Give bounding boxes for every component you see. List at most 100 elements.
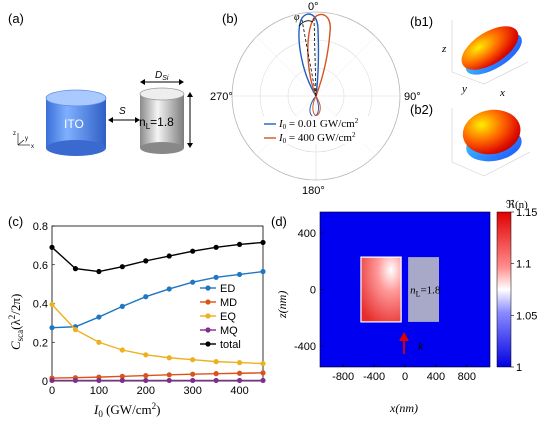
nl-cylinder: nL=1.8 (139, 87, 185, 154)
series-point-MQ (143, 377, 149, 384)
diameter-label: DSi (155, 70, 169, 82)
series-point-MQ (49, 377, 55, 384)
series-point-EQ (166, 355, 172, 361)
legend-marker-total (205, 341, 211, 347)
k-label: k (418, 339, 424, 353)
series-point-EQ (49, 301, 55, 308)
series-point-total (190, 248, 196, 254)
chart-c-ylabel: Csca(λ2/2π) (7, 294, 25, 350)
gap-arrow: S (108, 106, 140, 123)
series-point-total (260, 239, 266, 246)
legend-marker-MQ (205, 327, 211, 333)
height-arrow (187, 92, 193, 148)
colorbar-tick-label: 1.05 (516, 310, 537, 322)
ito-cylinder-bottom (46, 140, 106, 156)
gap-label: S (119, 106, 126, 117)
panel-b: (b) 0° 90° 180° 270° φ I0 = (210, 1, 421, 197)
map-xtick-label: 800 (458, 371, 476, 383)
nl-cylinder-bottom (140, 142, 184, 154)
triad-x: x (31, 144, 34, 150)
series-point-MD (166, 372, 172, 378)
b1-axis-x: x (499, 87, 505, 99)
b1-box (451, 20, 529, 85)
legend-marker-MD (205, 299, 211, 305)
series-point-MQ (236, 377, 243, 384)
nl-label: nL=1.8 (139, 115, 174, 131)
series-line-MD (51, 372, 264, 379)
series-point-ED (166, 286, 172, 292)
map-xtick-label: -800 (332, 371, 354, 383)
series-point-total (166, 253, 172, 259)
series-line-EQ (51, 303, 264, 365)
panel-c-label: (c) (8, 214, 23, 229)
series-point-EQ (119, 347, 125, 353)
series-point-MQ (119, 377, 125, 384)
colorbar-ticks: 1.15 1.1 1.05 1 (511, 207, 537, 374)
legend-item-low: I0 = 0.01 GW/cm2 (278, 117, 359, 131)
panel-a-label: (a) (8, 11, 24, 26)
series-point-ED (119, 303, 125, 310)
axes-triad-a: z y x (13, 131, 34, 150)
triad-z: z (13, 131, 16, 137)
series-point-MQ (166, 377, 172, 384)
polar-legend: I0 = 0.01 GW/cm2 I0 = 400 GW/cm2 (262, 116, 378, 145)
triad-y: y (25, 136, 28, 142)
series-point-EQ (213, 359, 219, 365)
chart-c-ytick-label: 0.2 (33, 337, 48, 349)
panel-d-label: (d) (271, 214, 287, 229)
colorbar (496, 211, 512, 368)
series-point-ED (49, 325, 55, 331)
map-xtick-label: 400 (427, 371, 445, 383)
series-point-MQ (213, 377, 219, 384)
legend-label-MQ: MQ (220, 325, 238, 337)
series-point-EQ (72, 327, 79, 333)
b1-axis-z: z (441, 43, 447, 55)
angle-0: 0° (308, 1, 319, 13)
series-point-ED (260, 268, 266, 275)
legend-item-high: I0 = 400 GW/cm2 (278, 131, 356, 145)
b1-axis-y: y (461, 83, 467, 95)
series-point-total (143, 258, 149, 264)
angle-90: 90° (404, 91, 421, 103)
lobe-low-intensity (298, 13, 320, 99)
lobe-high-intensity (307, 13, 331, 98)
series-point-EQ (190, 357, 196, 363)
series-point-EQ (236, 359, 243, 366)
diameter-arrow: DSi (140, 70, 184, 85)
field-map-ylabel: z(nm) (275, 291, 289, 319)
series-point-MD (236, 370, 243, 376)
series-point-total (49, 244, 55, 250)
series-point-total (96, 268, 102, 275)
legend-marker-ED (205, 285, 211, 291)
chart-c-ticks: 0 100 200 300 400 0 0.2 0.4 0.6 0.8 (33, 221, 249, 397)
phi-label: φ (294, 12, 300, 23)
series-point-total (213, 244, 219, 250)
series-point-MQ (72, 377, 79, 384)
panel-b2-label: (b2) (410, 102, 433, 117)
series-point-ED (143, 294, 149, 300)
nl-particle-label: nL=1.8 (410, 285, 441, 299)
back-lobe-high (312, 94, 321, 116)
colorbar-tick-label: 1.1 (516, 259, 531, 271)
series-point-MD (213, 371, 219, 377)
series-point-EQ (260, 360, 266, 367)
chart-c-ytick-label: 0.8 (33, 221, 48, 233)
k-arrow: k (399, 332, 424, 354)
ito-cylinder-top (45, 89, 107, 107)
ito-label: ITO (64, 117, 84, 131)
panel-b1-label: (b1) (410, 14, 433, 29)
field-map-background (319, 211, 491, 368)
series-point-total (236, 241, 243, 248)
legend-label-MD: MD (220, 297, 237, 309)
series-line-ED (51, 270, 264, 329)
legend-label-EQ: EQ (220, 311, 236, 323)
nl-particle-map (408, 257, 439, 322)
series-point-EQ (96, 339, 102, 345)
colorbar-tick-label: 1 (516, 362, 522, 374)
field-map-ticks: -800 -400 0 400 800 400 0 -400 (294, 228, 476, 383)
field-map-xlabel: x(nm) (389, 401, 418, 415)
map-ytick-label: 0 (310, 285, 316, 297)
series-point-total (72, 266, 79, 272)
panel-c: (c) 0 100 200 300 400 0 0.2 0.4 0.6 0.8 ED MD EQ MQ t… (7, 214, 266, 419)
